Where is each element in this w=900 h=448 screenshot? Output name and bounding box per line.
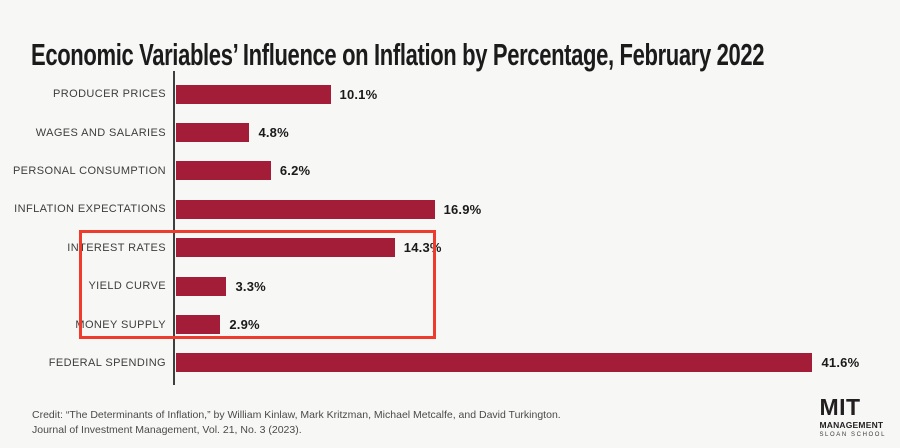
value-label: 41.6% <box>821 355 860 371</box>
category-label: INTEREST RATES <box>67 241 166 254</box>
value-label: 10.1% <box>339 86 378 102</box>
bar <box>176 161 271 181</box>
credit-line-2: Journal of Investment Management, Vol. 2… <box>32 424 302 437</box>
bar-row: INTEREST RATES 14.3% <box>0 229 900 267</box>
value-label: 4.8% <box>258 125 289 141</box>
logo-management-text: MANAGEMENT <box>819 419 884 430</box>
logo-mit-text: MIT <box>819 394 861 420</box>
bar <box>176 84 331 104</box>
chart-title: Economic Variables’ Influence on Inflati… <box>31 36 765 72</box>
category-label: PRODUCER PRICES <box>53 88 166 101</box>
value-label: 3.3% <box>235 278 266 294</box>
bar-chart: PRODUCER PRICES 10.1% WAGES AND SALARIES 4.… <box>0 71 900 385</box>
bar-row: YIELD CURVE 3.3% <box>0 267 900 305</box>
category-label: FEDERAL SPENDING <box>48 356 166 369</box>
value-label: 16.9% <box>443 201 482 217</box>
value-label: 2.9% <box>229 317 260 333</box>
category-label: PERSONAL CONSUMPTION <box>12 164 166 177</box>
logo-sloan-school-text: SLOAN SCHOOL <box>819 431 886 438</box>
category-label: MONEY SUPPLY <box>75 318 166 331</box>
category-label: WAGES AND SALARIES <box>35 126 166 139</box>
category-label: INFLATION EXPECTATIONS <box>14 203 166 216</box>
bar-row: PRODUCER PRICES 10.1% <box>0 75 900 113</box>
bar <box>176 123 250 143</box>
bar <box>176 238 395 258</box>
bar-rows: PRODUCER PRICES 10.1% WAGES AND SALARIES 4.… <box>0 75 900 382</box>
bar <box>176 315 221 335</box>
bar <box>176 353 813 373</box>
mit-sloan-logo: MIT MANAGEMENT SLOAN SCHOOL <box>819 394 886 438</box>
bar <box>176 199 435 219</box>
credit-text: Credit: “The Determinants of Inflation,”… <box>32 408 561 438</box>
bar-row: INFLATION EXPECTATIONS 16.9% <box>0 190 900 228</box>
value-label: 14.3% <box>403 240 442 256</box>
bar <box>176 276 227 296</box>
bar-row: MONEY SUPPLY 2.9% <box>0 305 900 343</box>
bar-row: PERSONAL CONSUMPTION 6.2% <box>0 152 900 190</box>
category-label: YIELD CURVE <box>88 280 166 293</box>
bar-row: WAGES AND SALARIES 4.8% <box>0 113 900 151</box>
bar-row: FEDERAL SPENDING 41.6% <box>0 344 900 382</box>
y-axis-line <box>173 71 175 385</box>
value-label: 6.2% <box>279 163 311 179</box>
credit-line-1: Credit: “The Determinants of Inflation,”… <box>32 409 561 421</box>
